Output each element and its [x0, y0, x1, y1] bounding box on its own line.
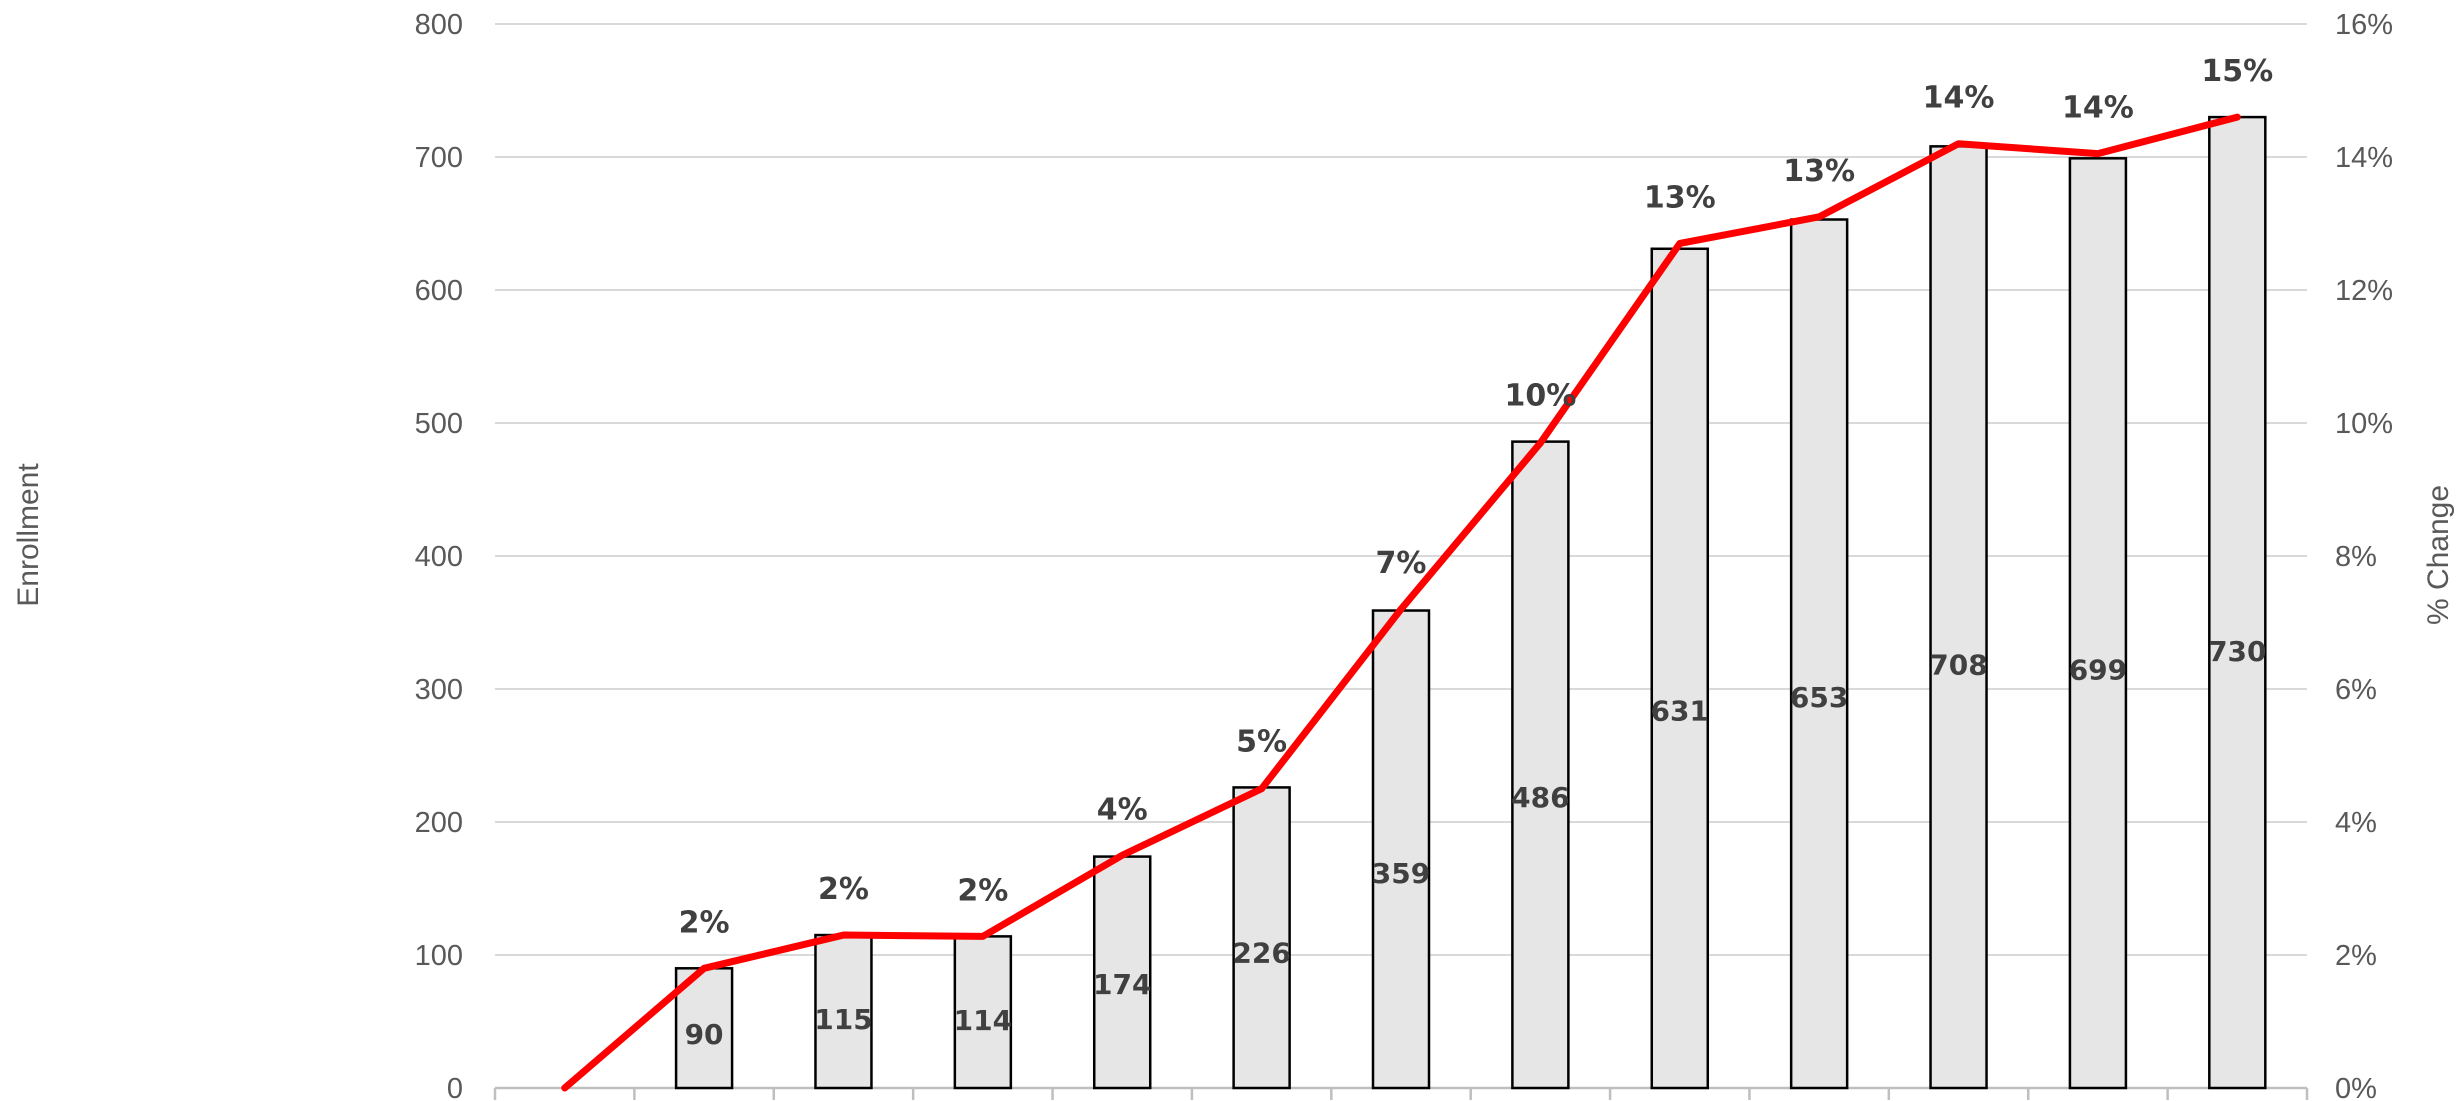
- bar-data-label: 699: [2069, 654, 2127, 687]
- y-tick-label: 100: [415, 940, 463, 972]
- y2-axis-title: % Change: [2422, 485, 2455, 625]
- percent-data-label: 2%: [679, 905, 730, 940]
- bar: [1789, 218, 1849, 1090]
- bar-data-label: 359: [1372, 857, 1430, 890]
- bar-data-label: 115: [814, 1003, 872, 1036]
- percent-data-label: 4%: [1097, 792, 1148, 827]
- y-tick-label: 200: [415, 807, 463, 839]
- percent-change-line-layer: [561, 113, 2241, 1092]
- y2-tick-label: 16%: [2335, 9, 2393, 41]
- bar-data-label: 653: [1790, 681, 1848, 714]
- percent-change-labels: 2% 2% 2% 4% 5% 7% 10% 13% 13% 14% 14% 15%: [679, 54, 2274, 940]
- bar: [2068, 157, 2128, 1090]
- percent-data-label: 13%: [1783, 154, 1855, 189]
- y-tick-label: 600: [415, 275, 463, 307]
- percent-data-label: 2%: [818, 872, 869, 907]
- percent-data-label: 5%: [1236, 724, 1287, 759]
- y-tick-label: 500: [415, 408, 463, 440]
- bar: [1511, 440, 1570, 1090]
- y2-tick-label: 14%: [2335, 142, 2393, 174]
- bar: [953, 935, 1013, 1090]
- bar: [1650, 247, 1710, 1090]
- bar-data-label: 174: [1093, 968, 1151, 1001]
- y2-tick-label: 10%: [2335, 408, 2393, 440]
- bar-data-label: 708: [1929, 648, 1987, 681]
- bar: [1929, 145, 1988, 1090]
- y2-tick-label: 6%: [2335, 674, 2377, 706]
- y2-tick-label: 8%: [2335, 541, 2377, 573]
- percent-change-line: [561, 113, 2241, 1092]
- y-axis-title: Enrollment: [12, 463, 45, 607]
- bar-data-label: 90: [685, 1018, 724, 1051]
- y2-tick-label: 12%: [2335, 275, 2393, 307]
- y-tick-label: 400: [415, 541, 463, 573]
- bar-data-label: 730: [2208, 635, 2266, 668]
- y2-tick-label: 4%: [2335, 807, 2377, 839]
- percent-data-label: 2%: [957, 873, 1008, 908]
- tick-labels: 0 0% 100 2% 200 4% 300 6% 400 8% 500 10% 600 12% 700 14…: [415, 9, 2393, 1101]
- enrollment-bar-labels: 90 115 114 174 226 359 486 631 653 708 699 730: [685, 635, 2267, 1051]
- y2-tick-label: 2%: [2335, 940, 2377, 972]
- bar-data-label: 114: [954, 1004, 1012, 1037]
- percent-data-label: 14%: [1923, 81, 1995, 116]
- y2-tick-label: 0%: [2335, 1073, 2377, 1101]
- percent-data-label: 14%: [2062, 91, 2134, 126]
- y-tick-label: 800: [415, 9, 463, 41]
- bar: [1371, 609, 1431, 1090]
- y-tick-label: 0: [447, 1073, 463, 1101]
- axes: [493, 1086, 2309, 1100]
- bar-data-label: 226: [1232, 937, 1290, 970]
- bar-data-label: 631: [1651, 694, 1709, 727]
- percent-data-label: 15%: [2201, 54, 2273, 89]
- bar-data-label: 486: [1511, 781, 1569, 814]
- enrollment-bars: [674, 115, 2267, 1090]
- y-tick-label: 300: [415, 674, 463, 706]
- percent-data-label: 13%: [1644, 180, 1716, 215]
- percent-data-label: 7%: [1376, 546, 1427, 581]
- y-tick-label: 700: [415, 142, 463, 174]
- bar: [1092, 855, 1152, 1090]
- bar: [814, 933, 873, 1090]
- percent-data-label: 10%: [1504, 379, 1576, 414]
- bar: [1232, 786, 1291, 1090]
- bar: [2208, 115, 2267, 1090]
